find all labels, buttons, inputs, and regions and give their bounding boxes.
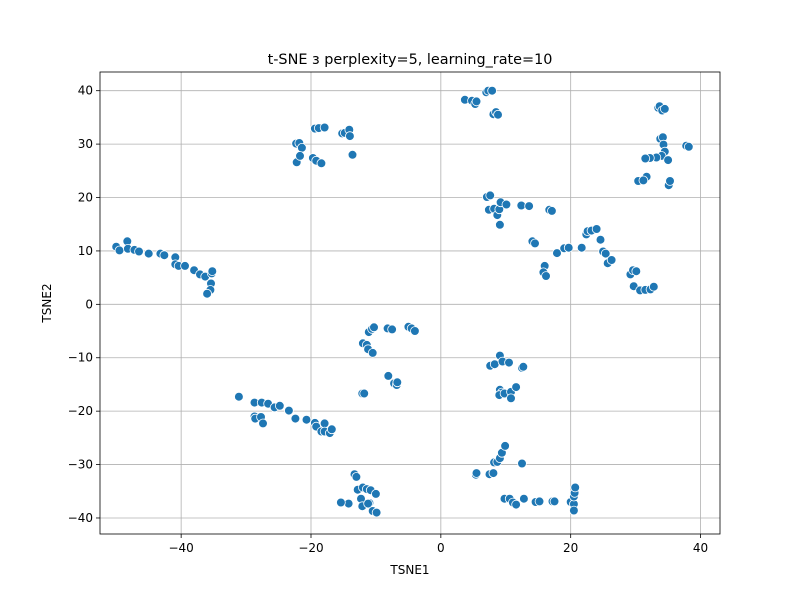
data-point [295, 151, 305, 161]
data-point [387, 324, 397, 335]
data-point [371, 489, 381, 499]
data-point [369, 322, 379, 333]
data-point [500, 441, 510, 451]
data-point [495, 220, 505, 230]
data-point [541, 271, 551, 281]
data-point [351, 472, 362, 482]
chart-title: t-SNE з perplexity=5, learning_rate=10 [268, 52, 553, 68]
data-point [683, 142, 694, 152]
data-point [290, 413, 301, 424]
data-point [134, 246, 144, 257]
data-point [319, 418, 330, 429]
data-point [202, 288, 212, 299]
x-axis-title: TSNE1 [389, 563, 429, 577]
data-point [367, 348, 378, 358]
x-axis-ticks: −40 −20 0 20 40 [168, 534, 708, 555]
data-point [326, 424, 337, 435]
data-point [524, 201, 534, 211]
data-point [570, 482, 580, 493]
data-point [501, 199, 512, 210]
y-tick-label: −30 [68, 458, 93, 472]
data-point [506, 393, 516, 404]
data-point [471, 468, 482, 478]
data-points [111, 85, 694, 518]
data-point [511, 382, 521, 392]
y-axis-ticks: −40 −30 −20 −10 0 10 20 30 40 [68, 84, 100, 525]
data-point [316, 158, 327, 169]
data-point [552, 248, 562, 258]
data-point [345, 131, 355, 141]
data-point [159, 250, 170, 261]
data-point [569, 505, 579, 516]
data-point [595, 234, 606, 245]
y-tick-label: 0 [85, 297, 93, 311]
y-axis-title: TSNE2 [40, 283, 54, 323]
data-point [359, 388, 370, 399]
data-point [665, 176, 675, 186]
data-point [488, 468, 499, 478]
data-point [504, 357, 514, 368]
data-point [519, 493, 529, 504]
y-tick-label: −40 [68, 511, 93, 525]
x-tick-label: −40 [168, 541, 193, 555]
data-point [511, 499, 521, 510]
data-point [297, 143, 307, 153]
data-point [258, 418, 268, 429]
data-point [659, 104, 670, 114]
data-point [591, 224, 602, 234]
data-point [663, 155, 673, 165]
data-point [640, 153, 651, 164]
data-point [606, 255, 617, 265]
data-point [600, 248, 611, 259]
y-tick-label: 40 [78, 84, 93, 98]
y-tick-label: 10 [78, 244, 93, 258]
data-point [301, 414, 312, 425]
data-point [493, 109, 503, 120]
data-point [631, 266, 642, 277]
grid-lines [100, 72, 720, 534]
y-tick-label: −20 [68, 404, 93, 418]
data-point [114, 245, 125, 256]
data-point [143, 248, 154, 259]
data-point [410, 326, 420, 336]
y-tick-label: −10 [68, 351, 93, 365]
y-tick-label: 30 [78, 137, 93, 151]
data-point [563, 242, 574, 253]
plot-frame [99, 71, 721, 535]
data-point [319, 122, 330, 133]
data-point [517, 458, 527, 469]
x-tick-label: −20 [298, 541, 323, 555]
data-point [485, 190, 496, 201]
data-point [534, 496, 545, 507]
data-point [336, 497, 346, 508]
data-point [487, 85, 497, 96]
data-point [576, 242, 587, 253]
data-point [648, 281, 659, 292]
data-point [363, 498, 373, 509]
data-point [471, 96, 482, 107]
data-point [274, 400, 285, 411]
y-tick-label: 20 [78, 191, 93, 205]
data-point [549, 496, 560, 507]
data-point [530, 238, 540, 249]
data-point [547, 206, 557, 216]
x-tick-label: 20 [563, 541, 578, 555]
data-point [180, 261, 190, 271]
data-point [234, 391, 244, 402]
data-point [347, 150, 358, 160]
data-point [518, 361, 529, 372]
x-tick-label: 40 [693, 541, 708, 555]
data-point [383, 371, 394, 381]
data-point [392, 377, 403, 388]
data-point [207, 266, 218, 277]
x-tick-label: 0 [437, 541, 445, 555]
data-point [371, 507, 382, 518]
data-point [284, 405, 294, 416]
data-point [638, 175, 649, 186]
